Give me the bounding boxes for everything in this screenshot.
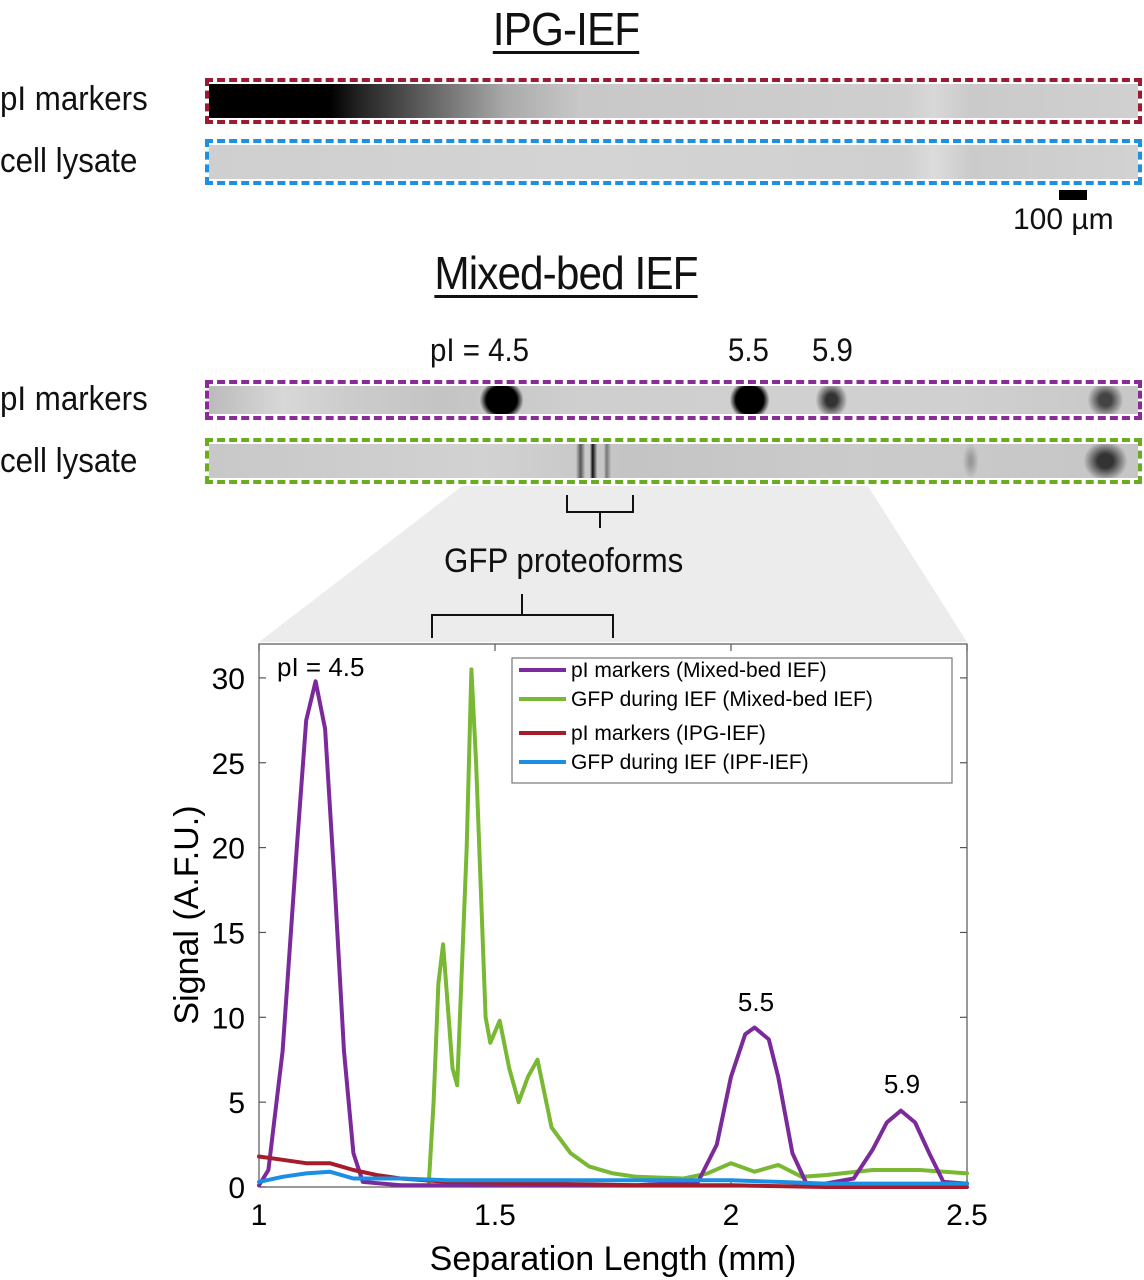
- x-tick-label: 1: [251, 1199, 268, 1232]
- ipg-row-label-markers: pI markers: [0, 80, 148, 118]
- ipg-row-label-lysate: cell lysate: [0, 142, 138, 180]
- band-label-4-5: pI = 4.5: [430, 332, 530, 368]
- annotations: pI = 4.5 5.5 5.9: [277, 652, 920, 1099]
- legend-entry: GFP during IEF (IPF-IEF): [571, 751, 809, 774]
- x-tick-label: 1.5: [474, 1199, 516, 1232]
- legend-entry: GFP during IEF (Mixed-bed IEF): [571, 688, 873, 711]
- lower-bracket: [431, 594, 614, 638]
- x-tick-label: 2.5: [946, 1199, 988, 1232]
- mixed-title: Mixed-bed IEF: [434, 247, 698, 299]
- mixed-lane-markers: [205, 380, 1142, 420]
- mixed-row-label-markers: pI markers: [0, 380, 148, 418]
- zoom-trapezoid: [259, 486, 967, 642]
- scale-bar: [1059, 190, 1087, 200]
- mixed-row-label-lysate: cell lysate: [0, 442, 138, 480]
- upper-bracket: [566, 495, 634, 528]
- y-tick-label: 20: [212, 833, 245, 866]
- scale-bar-label: 100 µm: [1013, 203, 1114, 236]
- y-axis-label: Signal (A.F.U.): [168, 805, 206, 1024]
- series-line: [257, 1169, 969, 1186]
- mixed-lane-lysate: [205, 438, 1142, 484]
- peak-annotation: pI = 4.5: [277, 652, 364, 682]
- x-axis-label: Separation Length (mm): [430, 1240, 797, 1278]
- ipg-lane-lysate: [205, 139, 1142, 185]
- y-tick-label: 0: [228, 1172, 245, 1205]
- data-series: [257, 667, 969, 1189]
- y-tick-label: 30: [212, 663, 245, 696]
- y-tick-label: 25: [212, 748, 245, 781]
- peak-annotation: 5.5: [738, 987, 774, 1017]
- gfp-proteoforms-callout: GFP proteoforms: [444, 542, 684, 580]
- legend-entry: pI markers (IPG-IEF): [571, 722, 766, 745]
- x-tick-label: 2: [723, 1199, 740, 1232]
- y-tick-label: 10: [212, 1002, 245, 1035]
- legend: pI markers (Mixed-bed IEF) GFP during IEF…: [511, 657, 953, 784]
- peak-annotation: 5.9: [884, 1069, 920, 1099]
- ipg-lane-markers: [205, 78, 1142, 124]
- y-tick-label: 5: [228, 1087, 245, 1120]
- ipg-markers-border: [205, 78, 1142, 124]
- band-label-5-9: 5.9: [812, 332, 853, 368]
- legend-entry: pI markers (Mixed-bed IEF): [571, 659, 827, 682]
- axis-ticks: 1 1.5 2 2.5 0 5 10 15 20 25 30: [212, 644, 988, 1232]
- mixed-markers-border: [205, 380, 1142, 420]
- series-line: [257, 679, 969, 1188]
- series-line: [426, 667, 969, 1184]
- ipg-lysate-border: [205, 139, 1142, 185]
- y-tick-label: 15: [212, 917, 245, 950]
- ipg-title: IPG-IEF: [492, 3, 640, 55]
- mixed-lysate-border: [205, 438, 1142, 484]
- band-label-5-5: 5.5: [728, 332, 769, 368]
